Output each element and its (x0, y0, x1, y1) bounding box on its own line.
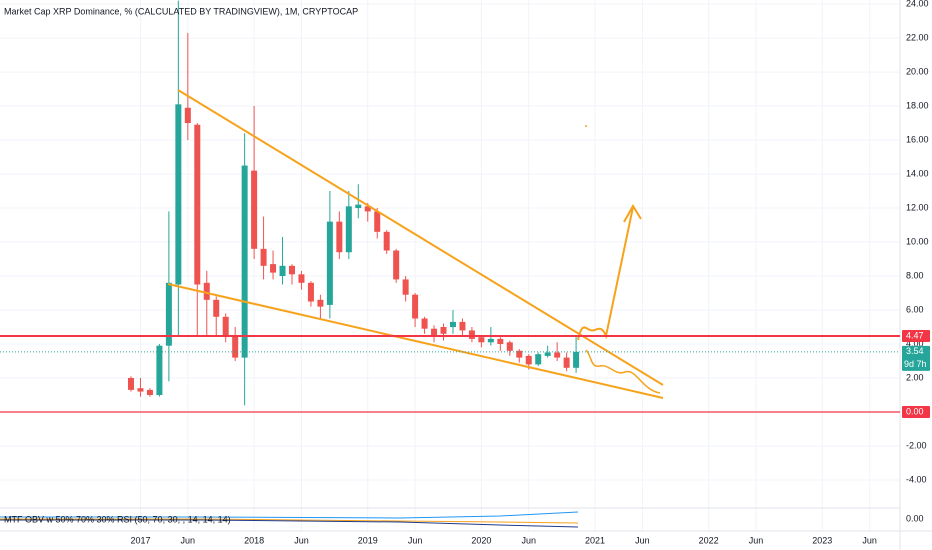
candle-body (326, 221, 333, 305)
x-tick-label: Jun (635, 535, 650, 545)
x-tick-label: Jun (408, 535, 423, 545)
y-tick-label: -2.00 (906, 440, 927, 450)
candle-body (345, 206, 352, 253)
candle-body (421, 318, 428, 329)
y-tick-label: 10.00 (906, 236, 929, 246)
lower-trendline (167, 283, 664, 399)
candle-body (383, 231, 390, 251)
candle-body (364, 206, 371, 212)
x-tick-label: 2022 (699, 535, 719, 545)
candle-body (128, 377, 134, 390)
projection-arrow (577, 206, 634, 341)
candle-body (165, 282, 172, 346)
price-label: 0.00 (906, 406, 924, 416)
candle-body (156, 345, 163, 395)
y-tick-label: 20.00 (906, 66, 929, 76)
y-tick-label: -4.00 (906, 474, 927, 484)
x-tick-label: Jun (862, 535, 877, 545)
candle-body (222, 316, 229, 336)
x-tick-label: Jun (181, 535, 196, 545)
candle-body (270, 264, 277, 273)
candle-body (449, 321, 456, 328)
candle-body (393, 250, 400, 280)
indicator-pane: MTF OBV w 50% 70% 30% RSI (50, 70, 30, ,… (0, 507, 932, 532)
y-tick-label: 8.00 (906, 270, 924, 280)
indicator-line (0, 519, 579, 528)
x-tick-label: Jun (294, 535, 309, 545)
chart-title: Market Cap XRP Dominance, % (CALCULATED … (4, 6, 358, 16)
y-tick-label: 12.00 (906, 202, 929, 212)
y-tick-label: 2.00 (906, 372, 924, 382)
candle-body (374, 211, 381, 232)
y-tick-label: 24.00 (906, 0, 929, 8)
candle-body (146, 389, 153, 395)
candle-body (554, 352, 561, 358)
y-tick-label: 22.00 (906, 32, 929, 42)
x-tick-label: Jun (749, 535, 764, 545)
candle-body (298, 274, 305, 283)
candle-body (402, 279, 409, 295)
countdown-label: 9d 7h (904, 359, 927, 369)
candle-body (336, 221, 343, 253)
x-tick-label: 2017 (130, 535, 150, 545)
candle-body (468, 330, 475, 339)
last-price-bg (902, 345, 930, 371)
candle-body (194, 124, 201, 285)
projection-path (585, 349, 661, 394)
indicator-line (0, 518, 579, 524)
candle-body (317, 299, 324, 307)
candle-body (251, 170, 258, 249)
candle-body (497, 338, 504, 345)
indicator-line (0, 511, 579, 519)
candle-body (412, 294, 419, 319)
candle-body (478, 337, 485, 343)
x-tick-label: 2019 (358, 535, 378, 545)
candle-body (307, 282, 314, 302)
candle-body (487, 338, 494, 343)
candle-body (355, 204, 362, 209)
y-tick-label: 6.00 (906, 304, 924, 314)
last-price-label: 3.54 (906, 346, 924, 356)
price-label-bg (902, 405, 930, 418)
x-tick-label: 2020 (471, 535, 491, 545)
candle-body (241, 165, 248, 358)
candle-body (288, 265, 295, 275)
candle-body (535, 354, 542, 365)
candle-body (544, 352, 551, 356)
candle-body (431, 328, 438, 336)
price-label-bg (902, 330, 930, 343)
candle-body (175, 104, 182, 285)
candle-body (506, 342, 513, 351)
candles (128, 0, 580, 406)
candle-body (213, 299, 220, 317)
indicator-tick-label: 0.00 (906, 513, 924, 523)
y-tick-label: 4.00 (906, 338, 924, 348)
arrow-head (623, 204, 642, 223)
candle-body (573, 351, 580, 368)
price-label: 4.47 (906, 330, 924, 340)
x-tick-label: 2018 (244, 535, 264, 545)
y-tick-label: 14.00 (906, 168, 929, 178)
candle-body (563, 357, 570, 368)
candle-body (459, 321, 466, 331)
candle-body (203, 282, 210, 300)
candle-body (184, 107, 191, 124)
candle-body (525, 355, 532, 365)
y-tick-label: 18.00 (906, 100, 929, 110)
x-tick-label: 2021 (585, 535, 605, 545)
candle-body (440, 327, 447, 334)
candle-body (279, 265, 286, 277)
x-tick-label: Jun (521, 535, 536, 545)
candle-body (516, 350, 523, 358)
dot (585, 125, 587, 127)
x-tick-label: 2023 (812, 535, 832, 545)
candle-body (232, 335, 239, 358)
y-tick-label: 16.00 (906, 134, 929, 144)
candle-body (260, 248, 267, 266)
indicator-title: MTF OBV w 50% 70% 30% RSI (50, 70, 30, ,… (4, 514, 231, 524)
candle-body (137, 388, 144, 392)
